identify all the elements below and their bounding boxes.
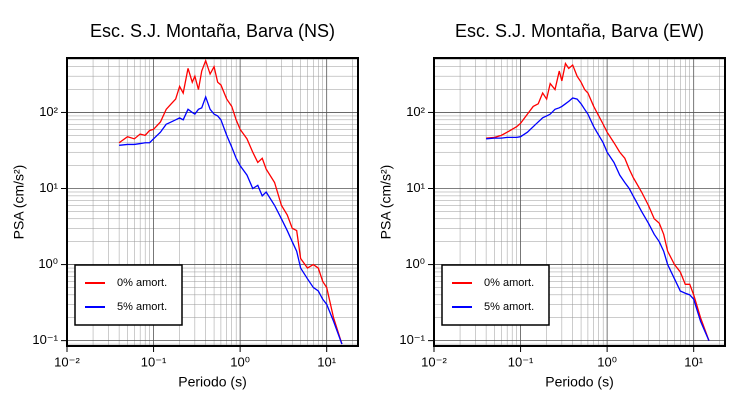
series-line (486, 97, 710, 341)
legend-label: 5% amort. (117, 301, 167, 313)
x-tick-label: 10¹ (317, 354, 336, 369)
series-line (486, 61, 710, 341)
series-line (118, 58, 343, 345)
plot: 10⁻² 10⁻¹ 10⁰ 10¹ 10⁻¹ 10⁰ 10¹ 10² 0% amort. 5% a… (11, 21, 359, 390)
y-tick-label: 10² (39, 104, 58, 119)
legend-box (441, 264, 550, 326)
plot: 10⁻² 10⁻¹ 10⁰ 10¹ 10⁻¹ 10⁰ 10¹ 10² 0% amort. 5% a… (378, 21, 726, 390)
legend-label: 5% amort. (484, 301, 534, 313)
plot-frame (433, 57, 726, 347)
chart-title: Esc. S.J. Montaña, Barva (NS) (90, 21, 335, 41)
y-axis-label: PSA (cm/s²) (378, 165, 394, 240)
series-line (119, 95, 343, 345)
x-tick-label: 10⁰ (230, 354, 250, 369)
x-axis-label: Periodo (s) (178, 374, 246, 390)
y-tick-label: 10² (406, 104, 425, 119)
chart-title: Esc. S.J. Montaña, Barva (EW) (455, 21, 704, 41)
x-axis-label: Periodo (s) (545, 374, 613, 390)
y-tick-label: 10⁰ (405, 256, 425, 271)
y-tick-label: 10¹ (406, 180, 425, 195)
legend-label: 0% amort. (484, 277, 534, 289)
x-tick-label: 10⁻¹ (508, 354, 534, 369)
x-tick-label: 10¹ (684, 354, 703, 369)
legend-label: 0% amort. (117, 277, 167, 289)
x-tick-label: 10⁻² (54, 354, 80, 369)
legend-box (74, 264, 183, 326)
x-tick-label: 10⁰ (597, 354, 617, 369)
y-tick-label: 10⁰ (38, 256, 58, 271)
y-tick-label: 10¹ (39, 180, 58, 195)
x-tick-label: 10⁻² (421, 354, 447, 369)
plot-frame (66, 57, 359, 347)
x-tick-label: 10⁻¹ (141, 354, 167, 369)
y-tick-label: 10⁻¹ (399, 332, 425, 347)
y-tick-label: 10⁻¹ (32, 332, 58, 347)
y-axis-label: PSA (cm/s²) (11, 165, 27, 240)
